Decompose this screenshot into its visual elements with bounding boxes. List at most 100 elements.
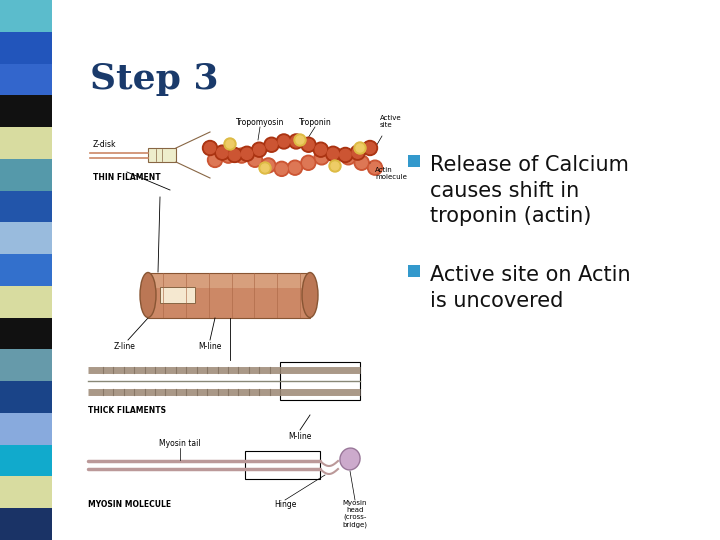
Circle shape — [302, 157, 314, 168]
Circle shape — [303, 139, 314, 150]
Bar — [0, 476, 52, 508]
Circle shape — [328, 147, 343, 163]
Circle shape — [261, 158, 276, 173]
Circle shape — [287, 160, 302, 175]
Bar — [148, 148, 176, 162]
Circle shape — [221, 148, 236, 163]
Text: Hinge: Hinge — [274, 500, 296, 509]
Circle shape — [276, 163, 287, 174]
Circle shape — [229, 150, 240, 160]
Bar — [408, 265, 420, 277]
Circle shape — [217, 147, 228, 158]
Text: Step 3: Step 3 — [90, 62, 219, 96]
Circle shape — [328, 148, 338, 159]
Circle shape — [314, 150, 329, 165]
Bar — [0, 127, 52, 159]
Bar — [160, 287, 195, 303]
Circle shape — [226, 140, 234, 148]
Bar — [0, 191, 52, 222]
Circle shape — [289, 134, 304, 149]
Bar — [148, 273, 310, 318]
Circle shape — [350, 145, 365, 160]
Text: THICK FILAMENTS: THICK FILAMENTS — [88, 406, 166, 415]
Circle shape — [261, 164, 269, 172]
Circle shape — [278, 136, 289, 147]
Circle shape — [313, 142, 328, 157]
Bar — [280, 362, 360, 400]
Text: Myosin
head
(cross-
bridge): Myosin head (cross- bridge) — [343, 500, 367, 528]
Circle shape — [236, 150, 247, 161]
Bar — [0, 254, 52, 286]
Circle shape — [207, 152, 222, 167]
Circle shape — [259, 162, 271, 174]
Bar — [0, 64, 52, 95]
Circle shape — [296, 136, 304, 144]
Bar — [0, 222, 52, 254]
Circle shape — [341, 150, 356, 165]
Circle shape — [354, 155, 369, 170]
Circle shape — [263, 160, 274, 171]
Bar — [0, 508, 52, 540]
Circle shape — [343, 152, 354, 163]
Text: Active
site: Active site — [380, 115, 402, 128]
Text: Actin
molecule: Actin molecule — [375, 167, 407, 180]
Bar — [0, 286, 52, 318]
Circle shape — [340, 150, 351, 160]
Text: MYOSIN MOLECULE: MYOSIN MOLECULE — [88, 500, 171, 509]
Circle shape — [266, 139, 277, 150]
Circle shape — [315, 144, 326, 156]
Bar — [0, 445, 52, 476]
Circle shape — [252, 142, 266, 157]
Text: Z-line: Z-line — [114, 342, 136, 351]
Circle shape — [369, 162, 381, 173]
Text: Myosin tail: Myosin tail — [159, 439, 201, 448]
Circle shape — [329, 150, 341, 160]
Circle shape — [291, 136, 302, 147]
Bar — [0, 95, 52, 127]
Ellipse shape — [302, 273, 318, 318]
Circle shape — [356, 144, 364, 152]
Text: M-line: M-line — [198, 342, 222, 351]
Circle shape — [316, 152, 328, 163]
Circle shape — [274, 161, 289, 177]
Text: Tropomyosin: Tropomyosin — [236, 118, 284, 127]
Circle shape — [241, 148, 253, 159]
Ellipse shape — [340, 448, 360, 470]
Ellipse shape — [140, 273, 156, 318]
Circle shape — [356, 157, 367, 168]
Bar — [148, 273, 310, 288]
Circle shape — [253, 144, 265, 156]
Circle shape — [301, 137, 316, 152]
Circle shape — [331, 162, 339, 170]
Circle shape — [301, 156, 316, 170]
Circle shape — [204, 143, 215, 153]
Bar — [245, 451, 320, 479]
Text: Z-disk: Z-disk — [93, 140, 117, 149]
Circle shape — [367, 160, 382, 175]
Circle shape — [215, 145, 230, 160]
Bar — [0, 159, 52, 191]
Bar — [0, 0, 52, 32]
Bar — [0, 349, 52, 381]
Circle shape — [289, 162, 301, 173]
Bar — [148, 273, 310, 318]
Circle shape — [222, 150, 234, 161]
Circle shape — [354, 142, 366, 154]
Text: Release of Calcium
causes shift in
troponin (actin): Release of Calcium causes shift in tropo… — [430, 155, 629, 226]
Text: THIN FILAMENT: THIN FILAMENT — [93, 173, 161, 182]
Text: Active site on Actin
is uncovered: Active site on Actin is uncovered — [430, 265, 631, 310]
Bar — [0, 413, 52, 445]
Circle shape — [294, 134, 306, 146]
Circle shape — [227, 147, 242, 163]
Circle shape — [202, 140, 217, 156]
Circle shape — [249, 154, 261, 165]
Circle shape — [224, 138, 236, 150]
Bar — [0, 318, 52, 349]
Circle shape — [362, 140, 377, 156]
Text: Troponin: Troponin — [299, 118, 331, 127]
Circle shape — [248, 152, 263, 167]
Bar — [0, 32, 52, 64]
Bar — [408, 155, 420, 167]
Circle shape — [210, 154, 220, 166]
Circle shape — [338, 147, 353, 163]
